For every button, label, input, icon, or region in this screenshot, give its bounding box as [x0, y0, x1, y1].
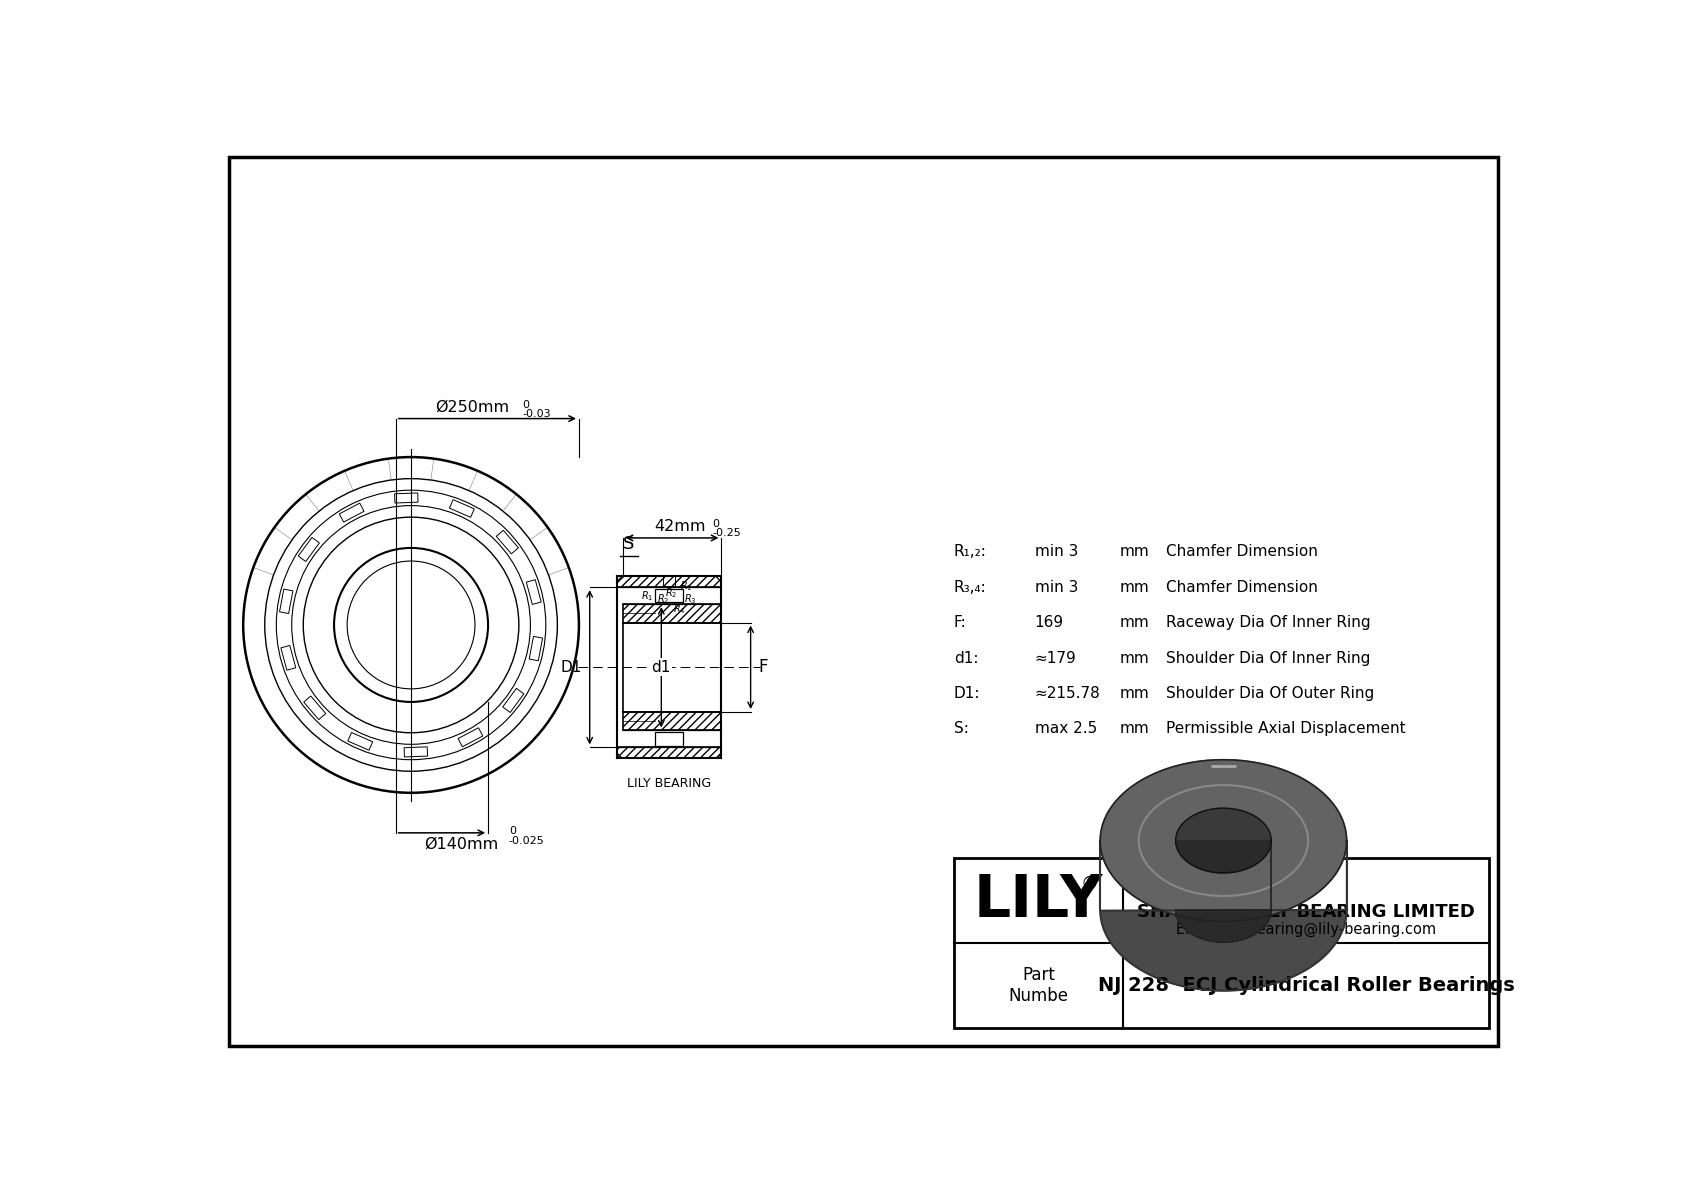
Bar	[655, 588, 684, 603]
Text: F:: F:	[953, 615, 967, 630]
Text: R₃,₄:: R₃,₄:	[953, 580, 987, 594]
Text: Part
Numbe: Part Numbe	[1009, 966, 1069, 1005]
Text: $R_1$: $R_1$	[680, 580, 692, 593]
Polygon shape	[623, 604, 721, 623]
Text: Ø250mm: Ø250mm	[436, 400, 510, 414]
Bar	[338, 503, 364, 522]
Text: mm: mm	[1120, 686, 1148, 701]
Text: Permissible Axial Displacement: Permissible Axial Displacement	[1165, 722, 1404, 736]
Text: F: F	[758, 659, 768, 676]
Text: 42mm: 42mm	[653, 519, 706, 534]
Text: Shoulder Dia Of Inner Ring: Shoulder Dia Of Inner Ring	[1165, 650, 1371, 666]
Text: NJ 228  ECJ Cylindrical Roller Bearings: NJ 228 ECJ Cylindrical Roller Bearings	[1098, 975, 1514, 994]
Text: $R_3$: $R_3$	[684, 593, 697, 606]
Text: Raceway Dia Of Inner Ring: Raceway Dia Of Inner Ring	[1165, 615, 1371, 630]
Text: S: S	[623, 535, 635, 554]
Text: ®: ®	[1079, 874, 1098, 893]
Bar	[281, 646, 296, 671]
Text: mm: mm	[1120, 650, 1148, 666]
Polygon shape	[1100, 760, 1347, 922]
Text: D1:: D1:	[953, 686, 980, 701]
Polygon shape	[616, 576, 721, 587]
Bar	[394, 493, 418, 503]
Text: ≈215.78: ≈215.78	[1034, 686, 1101, 701]
Text: LILY BEARING: LILY BEARING	[626, 778, 711, 791]
Text: SHANGHAI LILY BEARING LIMITED: SHANGHAI LILY BEARING LIMITED	[1137, 903, 1475, 921]
Text: Ø140mm: Ø140mm	[424, 837, 498, 852]
Text: Email: lilybearing@lily-bearing.com: Email: lilybearing@lily-bearing.com	[1175, 922, 1436, 936]
Text: ≈179: ≈179	[1034, 650, 1076, 666]
Text: -0.03: -0.03	[522, 409, 551, 419]
Polygon shape	[1175, 809, 1271, 873]
Bar	[527, 580, 541, 604]
Text: -0.25: -0.25	[712, 529, 741, 538]
Text: -0.025: -0.025	[509, 836, 544, 846]
Text: $R_2$: $R_2$	[665, 586, 677, 600]
Polygon shape	[1100, 841, 1347, 991]
Text: 0: 0	[509, 827, 515, 836]
Text: mm: mm	[1120, 544, 1148, 560]
Text: 0: 0	[712, 519, 719, 529]
Bar	[450, 500, 475, 517]
Bar	[349, 732, 372, 750]
Text: 169: 169	[1034, 615, 1064, 630]
Polygon shape	[616, 748, 721, 759]
Bar	[458, 728, 483, 747]
Bar	[303, 696, 325, 719]
Bar	[298, 537, 320, 561]
Polygon shape	[623, 712, 721, 730]
Text: Shoulder Dia Of Outer Ring: Shoulder Dia Of Outer Ring	[1165, 686, 1374, 701]
Text: mm: mm	[1120, 580, 1148, 594]
Bar	[655, 732, 684, 746]
Text: min 3: min 3	[1034, 544, 1078, 560]
Text: Chamfer Dimension: Chamfer Dimension	[1165, 580, 1317, 594]
Text: d1:: d1:	[953, 650, 978, 666]
Text: max 2.5: max 2.5	[1034, 722, 1096, 736]
Text: $R_4$: $R_4$	[674, 601, 685, 616]
Text: S:: S:	[953, 722, 968, 736]
Text: min 3: min 3	[1034, 580, 1078, 594]
Text: $R_1$: $R_1$	[642, 590, 653, 604]
Text: Chamfer Dimension: Chamfer Dimension	[1165, 544, 1317, 560]
Bar	[953, 859, 1489, 1028]
Text: d1: d1	[652, 660, 670, 675]
Text: $R_2$: $R_2$	[657, 593, 669, 606]
Text: D1: D1	[561, 660, 583, 675]
Bar	[504, 688, 524, 712]
Text: R₁,₂:: R₁,₂:	[953, 544, 987, 560]
Text: mm: mm	[1120, 615, 1148, 630]
Polygon shape	[1175, 841, 1271, 942]
Text: mm: mm	[1120, 722, 1148, 736]
Text: LILY: LILY	[973, 872, 1103, 929]
Bar	[529, 636, 542, 661]
Text: 0: 0	[522, 400, 530, 410]
Bar	[280, 590, 293, 613]
Bar	[404, 747, 428, 757]
Bar	[497, 530, 519, 554]
